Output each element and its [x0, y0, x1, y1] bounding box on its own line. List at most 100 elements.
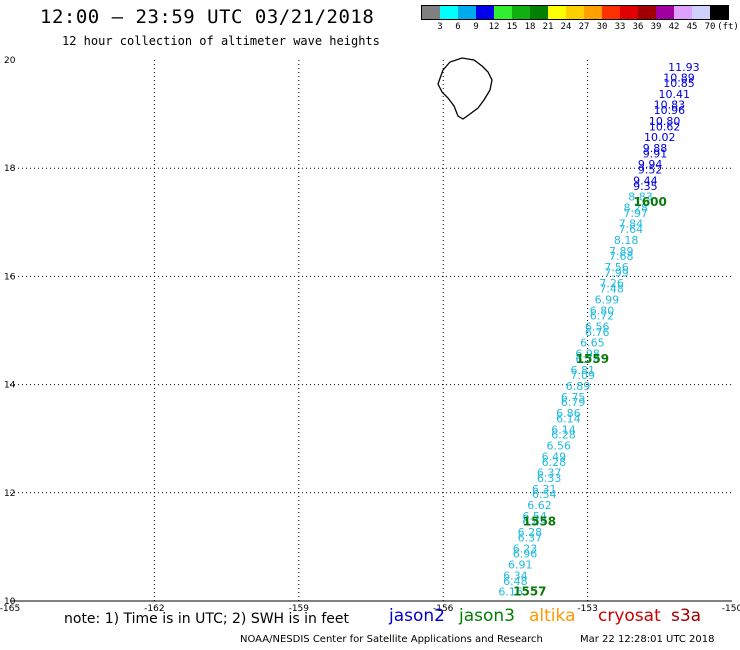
swh-label: 6.65 [580, 337, 605, 350]
swh-label: 6.28 [551, 429, 576, 442]
color-swatch [602, 6, 620, 19]
page-title: 12:00 – 23:59 UTC 03/21/2018 [40, 6, 375, 28]
color-scale-label: 70 [704, 22, 716, 32]
swh-label: 7.09 [571, 369, 596, 382]
color-swatch [476, 6, 494, 19]
y-tick-label: 12 [4, 489, 15, 499]
swh-label: 8.83 [628, 191, 653, 204]
swh-label: 10.02 [644, 131, 676, 144]
color-swatch [494, 6, 512, 19]
color-swatch [710, 6, 728, 19]
swh-label: 6.16 [498, 586, 523, 599]
legend-item-s3a: s3a [671, 606, 702, 626]
color-scale-label: 3 [437, 22, 443, 32]
color-swatch [584, 6, 602, 19]
swh-label: 6.49 [542, 450, 567, 463]
color-swatch [458, 6, 476, 19]
legend-item-cryosat: cryosat [598, 606, 661, 626]
color-scale-label: (ft) [717, 22, 739, 32]
color-swatch [656, 6, 674, 19]
swh-label: 9.52 [638, 164, 663, 177]
swh-label: 6.75 [561, 391, 586, 404]
swh-label: 6.62 [527, 499, 552, 512]
swh-label: 6.86 [556, 407, 581, 420]
swh-label: 10.83 [654, 99, 686, 112]
color-scale-label: 33 [614, 22, 626, 32]
x-tick-label: -162 [144, 604, 164, 614]
color-scale-label: 6 [455, 22, 461, 32]
swh-label: 6.81 [571, 364, 596, 377]
swh-label: 6.98 [575, 348, 600, 361]
color-scale-label: 27 [578, 22, 590, 32]
x-tick-label: -156 [433, 604, 454, 614]
color-swatch [422, 6, 440, 19]
swh-label: 11.93 [668, 61, 700, 74]
time-label: 1558 [523, 514, 556, 528]
time-label: 1559 [576, 352, 609, 366]
swh-label: 7.64 [619, 223, 644, 236]
swh-label: 9.88 [643, 142, 668, 155]
swh-label: 6.48 [503, 575, 528, 588]
footer: NOAA/NESDIS Center for Satellite Applica… [240, 634, 715, 645]
swh-label: 10.41 [658, 88, 690, 101]
swh-label: 8.18 [614, 234, 639, 247]
swh-label: 9.94 [638, 158, 663, 171]
swh-label: 6.37 [537, 467, 562, 480]
swh-label: 10.80 [649, 115, 681, 128]
y-tick-label: 14 [4, 381, 16, 391]
color-scale-label: 42 [668, 22, 680, 32]
coastline-island [437, 57, 493, 120]
swh-label: 6.28 [518, 526, 543, 539]
x-tick-label: -159 [289, 604, 310, 614]
swh-label: 7.68 [609, 250, 634, 263]
color-swatch [638, 6, 656, 19]
color-scale-label: 18 [524, 22, 536, 32]
color-scale-swatches [421, 5, 729, 20]
color-scale-label: 12 [488, 22, 500, 32]
swh-label: 10.85 [663, 77, 695, 90]
swh-label: 6.96 [513, 548, 538, 561]
swh-label: 6.23 [513, 542, 538, 555]
credit-text: NOAA/NESDIS Center for Satellite Applica… [240, 634, 543, 645]
color-swatch [512, 6, 530, 19]
color-swatch [674, 6, 692, 19]
swh-label: 7.99 [604, 266, 629, 279]
legend-item-jason2: jason2 [389, 606, 445, 626]
swh-label: 6.79 [561, 396, 586, 409]
swh-label: 7.84 [619, 218, 644, 231]
swh-label: 6.31 [532, 483, 557, 496]
color-scale-label: 30 [596, 22, 608, 32]
swh-label: 6.49 [522, 515, 547, 528]
swh-label: 6.56 [546, 440, 571, 453]
x-tick-label: -153 [577, 604, 597, 614]
swh-label: 9.44 [633, 174, 658, 187]
swh-label: 6.28 [542, 456, 567, 469]
page-subtitle: 12 hour collection of altimeter wave hei… [62, 34, 380, 48]
swh-label: 6.78 [575, 353, 600, 366]
note-text: note: 1) Time is in UTC; 2) SWH is in fe… [64, 611, 350, 627]
color-scale-label: 39 [650, 22, 662, 32]
color-scale-label: 15 [506, 22, 518, 32]
swh-label: 7.56 [604, 261, 629, 274]
swh-label: 6.89 [566, 380, 591, 393]
timestamp-text: Mar 22 12:28:01 UTC 2018 [580, 634, 715, 645]
swh-label: 6.33 [537, 472, 562, 485]
color-scale-legend: 3 6 9 12 15 18 21 24 27 30 33 36 39 42 45 70 (ft) [421, 5, 739, 34]
swh-label: 6.37 [518, 531, 543, 544]
swh-label: 6.14 [551, 423, 576, 436]
color-swatch [620, 6, 638, 19]
swh-label: 10.89 [663, 72, 695, 85]
swh-label: 6.34 [503, 569, 528, 582]
color-scale-label: 45 [686, 22, 698, 32]
swh-label: 9.91 [643, 147, 668, 160]
color-scale-label: 9 [473, 22, 479, 32]
swh-label: 8.28 [623, 201, 648, 214]
swh-label: 7.26 [599, 277, 624, 290]
y-tick-label: 20 [4, 56, 16, 66]
swh-label: 7.97 [623, 207, 648, 220]
color-scale-label: 24 [560, 22, 572, 32]
legend-item-altika: altika [529, 606, 576, 626]
swh-label: 6.72 [590, 310, 615, 323]
swh-label: 6.91 [508, 559, 533, 572]
